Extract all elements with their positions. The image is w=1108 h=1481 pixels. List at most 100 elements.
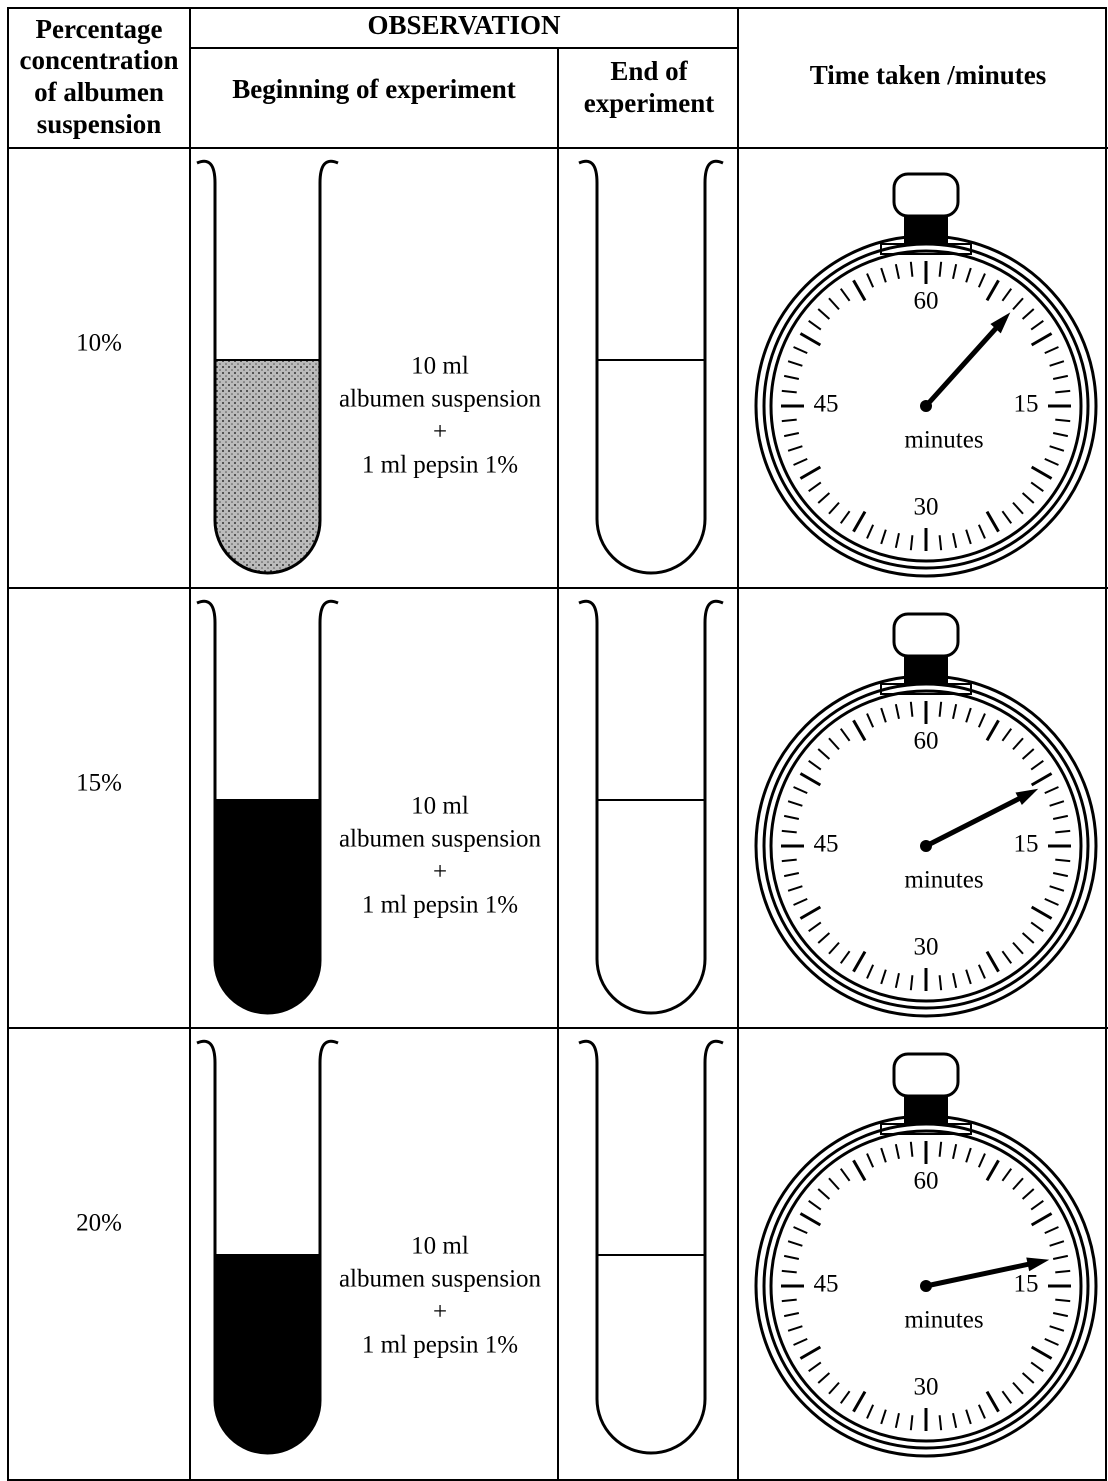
dial-tick: [784, 873, 799, 876]
header-text: OBSERVATION: [367, 10, 561, 40]
dial-tick: [829, 738, 839, 749]
tube-label: 10 ml: [411, 793, 469, 820]
crown-neck: [904, 216, 948, 246]
dial-tick: [818, 933, 829, 943]
header-text: of albumen: [34, 77, 164, 107]
dial-tick: [1050, 801, 1064, 806]
dial-tick: [788, 446, 802, 451]
dial-tick: [1053, 1313, 1068, 1316]
dial-tick: [829, 1383, 839, 1394]
dial-tick: [1013, 503, 1023, 514]
dial-label: 45: [814, 831, 839, 858]
dial-tick: [1013, 738, 1023, 749]
tube-liquid: [215, 800, 320, 1013]
dial-label: 60: [914, 728, 939, 755]
dial-tick: [896, 704, 899, 719]
hand-tip: [1026, 1258, 1049, 1272]
dial-tick: [1023, 1373, 1034, 1383]
dial-tick: [1013, 943, 1023, 954]
dial-tick: [881, 970, 886, 984]
dial-tick: [784, 1256, 799, 1259]
dial-tick: [966, 708, 971, 722]
dial-tick: [841, 289, 850, 301]
dial-tick: [1002, 511, 1011, 523]
tube-liquid: [215, 360, 320, 573]
dial-tick: [987, 280, 999, 300]
dial-tick: [794, 787, 808, 793]
dial-label: 30: [914, 494, 939, 521]
dial-tick: [896, 264, 899, 279]
dial-tick: [940, 1142, 942, 1157]
dial-tick: [1050, 1326, 1064, 1331]
dial-tick: [1013, 298, 1023, 309]
concentration: 15%: [76, 770, 122, 797]
dial-tick: [800, 1214, 820, 1226]
dial-tick: [896, 1413, 899, 1428]
dial-tick: [809, 1362, 821, 1371]
dial-unit: minutes: [904, 867, 983, 894]
dial-tick: [784, 1313, 799, 1316]
dial-tick: [1031, 761, 1043, 770]
dial-tick: [818, 1189, 829, 1199]
dial-tick: [953, 1144, 956, 1159]
hand-tip: [1015, 789, 1038, 805]
dial-tick: [979, 1154, 985, 1168]
dial-tick: [979, 1405, 985, 1419]
dial-tick: [1023, 749, 1034, 759]
dial-tick: [1023, 493, 1034, 503]
dial-tick: [1055, 1271, 1070, 1273]
tube-label: +: [433, 419, 447, 446]
hand-pivot: [920, 1280, 932, 1292]
dial-tick: [782, 1300, 797, 1302]
dial-tick: [953, 973, 956, 988]
dial-tick: [1031, 922, 1043, 931]
dial-tick: [784, 433, 799, 436]
dial-tick: [841, 729, 850, 741]
header-text: End of: [610, 56, 688, 86]
dial-tick: [818, 1373, 829, 1383]
dial-tick: [1031, 482, 1043, 491]
dial-tick: [854, 720, 866, 740]
dial-label: 15: [1014, 391, 1039, 418]
dial-tick: [800, 907, 820, 919]
tube-label: albumen suspension: [339, 386, 542, 413]
dial-tick: [788, 1326, 802, 1331]
header-text: suspension: [37, 109, 162, 139]
dial-tick: [881, 268, 886, 282]
dial-tick: [966, 1148, 971, 1162]
test-tube: [579, 601, 723, 1013]
dial-tick: [881, 1148, 886, 1162]
dial-tick: [1002, 951, 1011, 963]
dial-tick: [867, 1154, 873, 1168]
dial-tick: [794, 459, 808, 465]
dial-tick: [987, 1392, 999, 1412]
dial-tick: [953, 264, 956, 279]
tube-label: +: [433, 1299, 447, 1326]
dial-tick: [979, 274, 985, 288]
dial-tick: [1002, 729, 1011, 741]
dial-tick: [1031, 1362, 1043, 1371]
dial-tick: [940, 702, 942, 717]
dial-tick: [911, 702, 913, 717]
dial-tick: [809, 761, 821, 770]
dial-tick: [854, 280, 866, 300]
dial-tick: [1002, 1391, 1011, 1403]
dial-tick: [1031, 1201, 1043, 1210]
dial-tick: [911, 1415, 913, 1430]
dial-tick: [953, 533, 956, 548]
stopwatch: 60153045minutes: [756, 1054, 1096, 1456]
stopwatch-hand: [926, 318, 1005, 406]
dial-tick: [1045, 459, 1059, 465]
dial-tick: [800, 334, 820, 346]
dial-tick: [881, 1410, 886, 1424]
dial-tick: [911, 975, 913, 990]
dial-tick: [1032, 907, 1052, 919]
dial-tick: [867, 525, 873, 539]
dial-tick: [896, 973, 899, 988]
dial-tick: [953, 1413, 956, 1428]
dial-tick: [1002, 1169, 1011, 1181]
dial-label: 30: [914, 1374, 939, 1401]
dial-tick: [854, 952, 866, 972]
dial-tick: [1045, 1339, 1059, 1345]
